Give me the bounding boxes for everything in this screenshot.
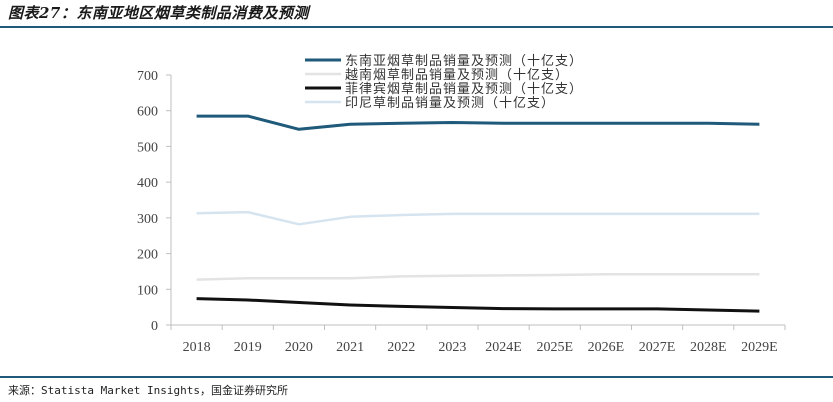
y-tick-label: 0 (151, 319, 158, 334)
x-tick-label: 2028E (690, 340, 727, 355)
legend: 东南亚烟草制品销量及预测（十亿支）越南烟草制品销量及预测（十亿支）菲律宾烟草制品… (305, 53, 583, 111)
x-tick-label: 2026E (588, 340, 625, 355)
x-tick-label: 2020 (285, 340, 313, 355)
x-tick-label: 2025E (536, 340, 573, 355)
series-line-3 (196, 210, 760, 226)
series-line-1 (196, 273, 760, 281)
x-tick-label: 2027E (639, 340, 676, 355)
y-tick-label: 700 (137, 69, 158, 84)
legend-label-3: 印尼草制品销量及预测（十亿支） (345, 96, 555, 111)
series-lines (196, 114, 760, 313)
y-tick-label: 200 (137, 248, 158, 263)
legend-label-1: 越南烟草制品销量及预测（十亿支） (345, 67, 569, 83)
x-tick-label: 2029E (741, 340, 778, 355)
y-tick-label: 400 (137, 176, 158, 191)
x-tick-label: 2019 (234, 340, 262, 355)
series-line-0 (196, 114, 760, 131)
y-tick-label: 600 (137, 105, 158, 120)
y-tick-label: 300 (137, 212, 158, 227)
legend-label-2: 菲律宾烟草制品销量及预测（十亿支） (345, 81, 583, 97)
x-tick-label: 2024E (485, 340, 522, 355)
legend-label-0: 东南亚烟草制品销量及预测（十亿支） (345, 53, 583, 69)
series-line-2 (196, 297, 760, 313)
figure-title: 图表27：东南亚地区烟草类制品消费及预测 (8, 4, 309, 22)
x-tick-label: 2021 (336, 340, 364, 355)
top-rule (0, 26, 833, 28)
y-tick-label: 500 (137, 140, 158, 155)
x-tick-label: 2018 (183, 340, 211, 355)
source-note: 来源：Statista Market Insights，国金证券研究所 (8, 384, 288, 397)
x-tick-label: 2022 (387, 340, 415, 355)
y-tick-label: 100 (137, 283, 158, 298)
x-tick-label: 2023 (438, 340, 466, 355)
bottom-rule (0, 376, 833, 378)
axes: 0 100 200 300 400 500 600 700 2018 2019 2020 2021 20… (137, 69, 786, 355)
